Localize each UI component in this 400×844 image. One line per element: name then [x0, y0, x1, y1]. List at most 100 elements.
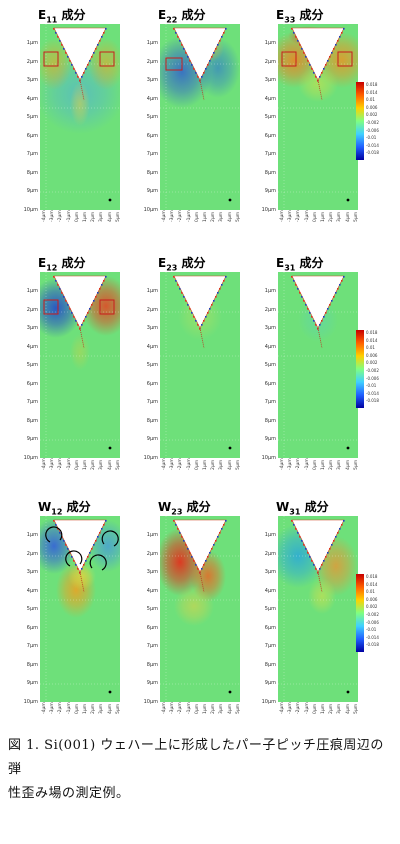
y-tick-label: 8μm [264, 169, 276, 176]
y-tick-label: 5μm [264, 606, 276, 612]
y-tick-label: 4μm [264, 587, 276, 594]
edge-data-point [325, 312, 327, 314]
marker-dot [346, 198, 350, 202]
y-tick-label: 6μm [26, 132, 38, 139]
edge-data-point [75, 72, 77, 74]
strain-field-region [68, 562, 96, 590]
edge-data-point [305, 548, 307, 550]
y-tick-label: 4μm [264, 343, 276, 350]
edge-data-point [175, 32, 177, 34]
y-tick-label: 4μm [264, 95, 276, 102]
x-tick-label: 5μm [115, 459, 121, 470]
y-tick-label: 1μm [146, 288, 158, 294]
x-tick-label: 5μm [235, 703, 241, 714]
edge-data-point [225, 28, 227, 30]
colorbar-tick-label: 0.002 [366, 604, 378, 610]
crack-trace [79, 571, 85, 593]
edge-data-point [307, 60, 309, 62]
rotation-arrow [45, 526, 63, 543]
strain-map-w12 [40, 516, 120, 702]
edge-data-point [215, 48, 217, 50]
edge-data-point [293, 280, 295, 282]
y-tick-label: 3μm [264, 325, 276, 331]
edge-data-point [101, 528, 103, 530]
edge-data-point [193, 316, 195, 318]
panel-title-e33: E33 成分 [276, 6, 324, 24]
edge-data-point [319, 568, 321, 570]
edge-data-point [189, 60, 191, 62]
colorbar [356, 574, 364, 652]
y-axis-ticks: 1μm 2μm 3μm 4μm 5μm 6μm 7μm 8μm 9μm 10μm [262, 516, 276, 705]
edge-data-point [335, 536, 337, 538]
y-tick-label: 8μm [26, 661, 38, 668]
indent-triangle [291, 519, 345, 573]
edge-data-point [73, 560, 75, 562]
edge-data-point [221, 528, 223, 530]
x-tick-label: 2μm [211, 703, 217, 714]
panel-title-w23: W23 成分 [158, 498, 211, 516]
x-tick-label: -4μm [162, 210, 167, 222]
panel-title-symbol: W [38, 500, 52, 514]
y-tick-label: 8μm [264, 661, 276, 668]
x-tick-label: 4μm [345, 211, 351, 222]
edge-data-point [73, 68, 75, 70]
edge-data-point [205, 560, 207, 562]
edge-data-point [85, 68, 87, 70]
edge-data-point [295, 284, 297, 286]
x-tick-label: -2μm [296, 458, 302, 470]
edge-data-point [339, 528, 341, 530]
edge-data-point [301, 48, 303, 50]
crack-trace [79, 79, 85, 101]
edge-data-point [185, 544, 187, 546]
indent-triangle [173, 275, 227, 329]
edge-data-point [329, 304, 331, 306]
y-tick-label: 8μm [146, 661, 158, 668]
x-tick-label: -3μm [50, 702, 56, 714]
y-tick-label: 10μm [143, 206, 158, 213]
edge-data-point [181, 536, 183, 538]
x-tick-label: 0μm [194, 459, 200, 470]
edge-data-point [105, 276, 107, 278]
y-tick-label: 9μm [26, 436, 38, 442]
y-axis-ticks: 1μm 2μm 3μm 4μm 5μm 6μm 7μm 8μm 9μm 10μm [24, 272, 38, 461]
x-tick-label: 1μm [321, 211, 326, 222]
edge-data-point [53, 276, 55, 278]
x-tick-label: 0μm [74, 211, 80, 222]
strain-map-e33 [278, 24, 358, 210]
crack-trace [199, 327, 205, 349]
colorbar-tick-label: -0.002 [366, 368, 379, 373]
edge-data-point [339, 284, 341, 286]
x-axis-ticks: -4μm -3μm -2μm -1μm 0μm 1μm 2μm 3μm 4μm 5μm [160, 702, 241, 726]
y-tick-label: 3μm [264, 569, 276, 575]
edge-data-point [209, 60, 211, 62]
x-tick-label: 2μm [329, 211, 335, 222]
edge-data-point [55, 280, 57, 282]
edge-data-point [335, 44, 337, 46]
edge-data-point [183, 296, 185, 298]
y-tick-label: 1μm [264, 40, 276, 46]
y-axis-ticks: 1μm 2μm 3μm 4μm 5μm 6μm 7μm 8μm 9μm 10μm [262, 24, 276, 213]
x-tick-label: -1μm [304, 458, 310, 470]
x-tick-label: 3μm [99, 211, 105, 222]
x-tick-label: 3μm [337, 703, 343, 714]
edge-data-point [211, 548, 213, 550]
colorbar-tick-label: -0.006 [366, 127, 379, 133]
panel-title-e31: E31 成分 [276, 254, 324, 272]
y-tick-label: 2μm [146, 550, 158, 557]
x-tick-label: 1μm [83, 703, 88, 714]
y-tick-label: 3μm [146, 77, 158, 83]
y-tick-label: 10μm [23, 206, 38, 213]
edge-data-point [179, 532, 181, 534]
x-tick-label: 1μm [203, 703, 208, 714]
edge-data-point [83, 320, 85, 322]
x-tick-label: 3μm [99, 459, 105, 470]
edge-data-point [341, 32, 343, 34]
y-tick-label: 1μm [146, 532, 158, 538]
edge-data-point [217, 44, 219, 46]
edge-data-point [299, 44, 301, 46]
x-tick-label: 2μm [329, 459, 335, 470]
edge-data-point [89, 552, 91, 554]
roi-box [165, 57, 183, 71]
colorbar-tick-label: -0.006 [366, 375, 379, 381]
colorbar-tick-label: -0.002 [366, 612, 379, 617]
